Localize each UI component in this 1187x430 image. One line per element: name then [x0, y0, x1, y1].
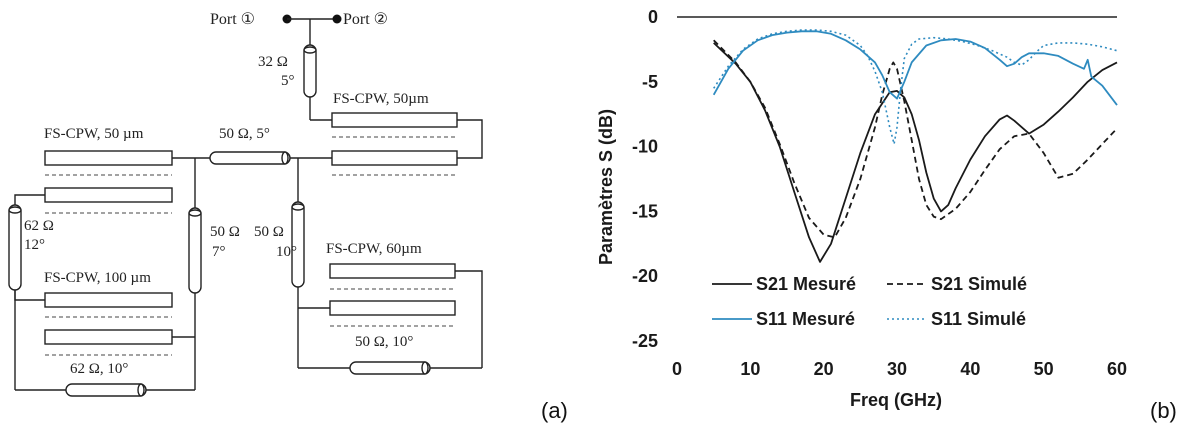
fs-cpw-right-bottom-label: FS-CPW, 60µm — [326, 241, 422, 257]
x-tick-label: 0 — [672, 359, 682, 379]
tl-top-angle: 5° — [281, 73, 295, 89]
port-2-pin — [332, 14, 342, 24]
fs-cpw-top-right-1 — [331, 112, 458, 128]
legend-item: S21 Mesuré — [712, 274, 856, 294]
x-tick-label: 20 — [814, 359, 834, 379]
x-tick-label: 40 — [960, 359, 980, 379]
fs-cpw-left-bottom-1 — [44, 292, 173, 308]
tl-left-impedance: 62 Ω — [24, 218, 54, 234]
series-line-4 — [713, 29, 1118, 145]
tl-mid-label: 50 Ω, 5° — [219, 126, 270, 142]
tl-50ohm-5deg — [209, 151, 291, 165]
x-tick-label: 10 — [740, 359, 760, 379]
panel-b-label: (b) — [1150, 398, 1177, 423]
legend-item: S21 Simulé — [887, 274, 1027, 294]
tl-bottom-left-label: 62 Ω, 10° — [70, 361, 128, 377]
tl-top-impedance: 32 Ω — [258, 54, 288, 70]
series-line-2 — [713, 39, 1118, 239]
circuit-schematic: Port ① Port ② 32 Ω 5° FS-CPW, 50µm 50 Ω,… — [8, 11, 568, 423]
fs-cpw-top-left-1 — [44, 150, 173, 166]
tl-c1-impedance: 50 Ω — [210, 224, 240, 240]
x-tick-label: 60 — [1107, 359, 1127, 379]
legend-label: S21 Simulé — [931, 274, 1027, 294]
port-2-label: Port ② — [343, 11, 388, 28]
y-tick-label: -25 — [632, 331, 658, 351]
y-tick-label: -5 — [642, 72, 658, 92]
tl-c2-impedance: 50 Ω — [254, 224, 284, 240]
legend-item: S11 Mesuré — [712, 309, 855, 329]
legend-label: S21 Mesuré — [756, 274, 856, 294]
series-lines — [712, 29, 1118, 263]
y-tick-label: -15 — [632, 201, 658, 221]
series-line-1 — [713, 42, 1118, 263]
s-parameter-chart: 0 -5 -10 -15 -20 -25 0 10 20 30 40 50 60 Paramètres… — [596, 7, 1177, 423]
fs-cpw-top-right-label: FS-CPW, 50µm — [333, 91, 429, 107]
legend-label: S11 Simulé — [931, 309, 1026, 329]
tl-32ohm — [303, 44, 317, 98]
tl-62ohm-10deg — [65, 383, 147, 397]
x-tick-labels: 0 10 20 30 40 50 60 — [672, 359, 1127, 379]
legend-label: S11 Mesuré — [756, 309, 855, 329]
tl-bottom-right-label: 50 Ω, 10° — [355, 334, 413, 350]
legend-item: S11 Simulé — [887, 309, 1026, 329]
y-tick-label: -10 — [632, 137, 658, 157]
fs-cpw-left-bottom-2 — [44, 329, 173, 345]
tl-c2-angle: 10° — [276, 244, 297, 260]
fs-cpw-top-left-2 — [44, 187, 173, 203]
y-axis-title: Paramètres S (dB) — [596, 109, 616, 265]
y-tick-label: 0 — [648, 7, 658, 27]
y-tick-label: -20 — [632, 266, 658, 286]
x-tick-label: 50 — [1034, 359, 1054, 379]
tl-50ohm-7deg — [188, 207, 202, 294]
y-tick-labels: 0 -5 -10 -15 -20 -25 — [632, 7, 658, 351]
fs-cpw-right-bottom-2 — [329, 300, 456, 316]
chart-legend: S21 Mesuré S21 Simulé S11 Mesuré S11 Simulé — [712, 274, 1027, 329]
panel-a-label: (a) — [541, 398, 568, 423]
tl-50ohm-10deg-bottom — [349, 361, 431, 375]
series-line-3 — [712, 30, 1118, 106]
fs-cpw-top-left-label: FS-CPW, 50 µm — [44, 126, 144, 142]
fs-cpw-top-right-2 — [331, 150, 458, 166]
fs-cpw-left-bottom-label: FS-CPW, 100 µm — [44, 270, 151, 286]
x-axis-title: Freq (GHz) — [850, 390, 942, 410]
port-1-label: Port ① — [210, 11, 255, 28]
tl-62ohm-12deg — [8, 204, 22, 291]
tl-left-angle: 12° — [24, 237, 45, 253]
fs-cpw-right-bottom-1 — [329, 263, 456, 279]
x-tick-label: 30 — [887, 359, 907, 379]
tl-c1-angle: 7° — [212, 244, 226, 260]
